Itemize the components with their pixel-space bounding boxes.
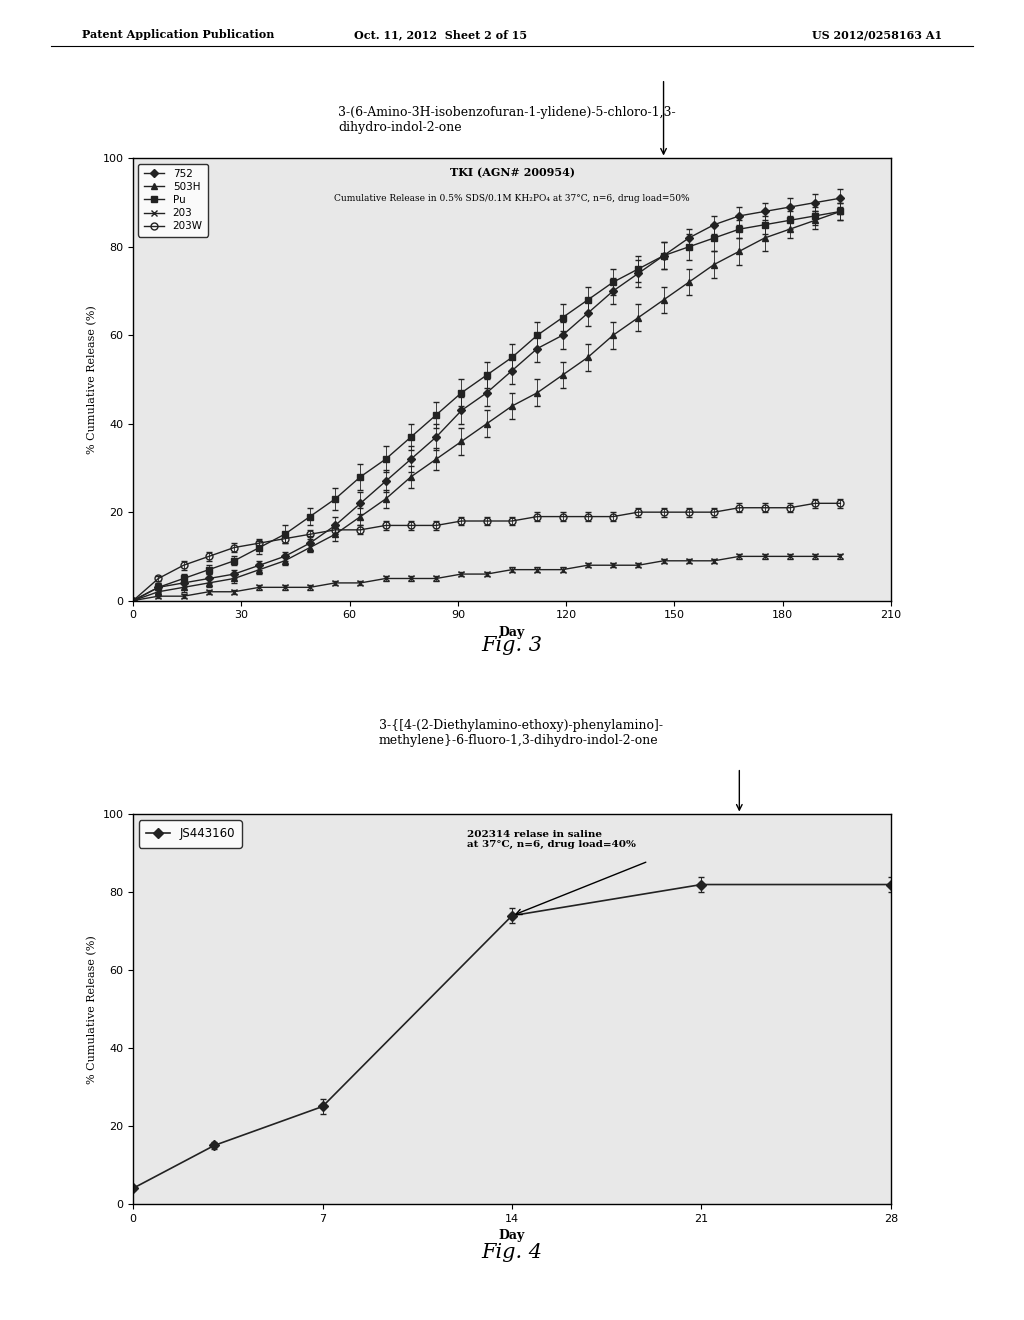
- X-axis label: Day: Day: [499, 1229, 525, 1242]
- Text: Oct. 11, 2012  Sheet 2 of 15: Oct. 11, 2012 Sheet 2 of 15: [353, 29, 527, 40]
- Y-axis label: % Cumulative Release (%): % Cumulative Release (%): [87, 935, 97, 1084]
- Text: 202314 relase in saline
at 37°C, n=6, drug load=40%: 202314 relase in saline at 37°C, n=6, dr…: [467, 830, 636, 850]
- X-axis label: Day: Day: [499, 626, 525, 639]
- Text: US 2012/0258163 A1: US 2012/0258163 A1: [812, 29, 942, 40]
- Y-axis label: % Cumulative Release (%): % Cumulative Release (%): [87, 305, 97, 454]
- Legend: 752, 503H, Pu, 203, 203W: 752, 503H, Pu, 203, 203W: [138, 164, 208, 236]
- Text: TKI (AGN# 200954): TKI (AGN# 200954): [450, 168, 574, 178]
- Text: 3-(6-Amino-3H-isobenzofuran-1-ylidene)-5-chloro-1,3-
dihydro-indol-2-one: 3-(6-Amino-3H-isobenzofuran-1-ylidene)-5…: [338, 106, 676, 133]
- Text: Fig. 3: Fig. 3: [481, 636, 543, 655]
- Text: Patent Application Publication: Patent Application Publication: [82, 29, 274, 40]
- Text: 3-{[4-(2-Diethylamino-ethoxy)-phenylamino]-
methylene}-6-fluoro-1,3-dihydro-indo: 3-{[4-(2-Diethylamino-ethoxy)-phenylamin…: [379, 719, 663, 747]
- Text: Fig. 4: Fig. 4: [481, 1243, 543, 1262]
- Legend: JS443160: JS443160: [139, 820, 242, 847]
- Text: Cumulative Release in 0.5% SDS/0.1M KH₂PO₄ at 37°C, n=6, drug load=50%: Cumulative Release in 0.5% SDS/0.1M KH₂P…: [334, 194, 690, 203]
